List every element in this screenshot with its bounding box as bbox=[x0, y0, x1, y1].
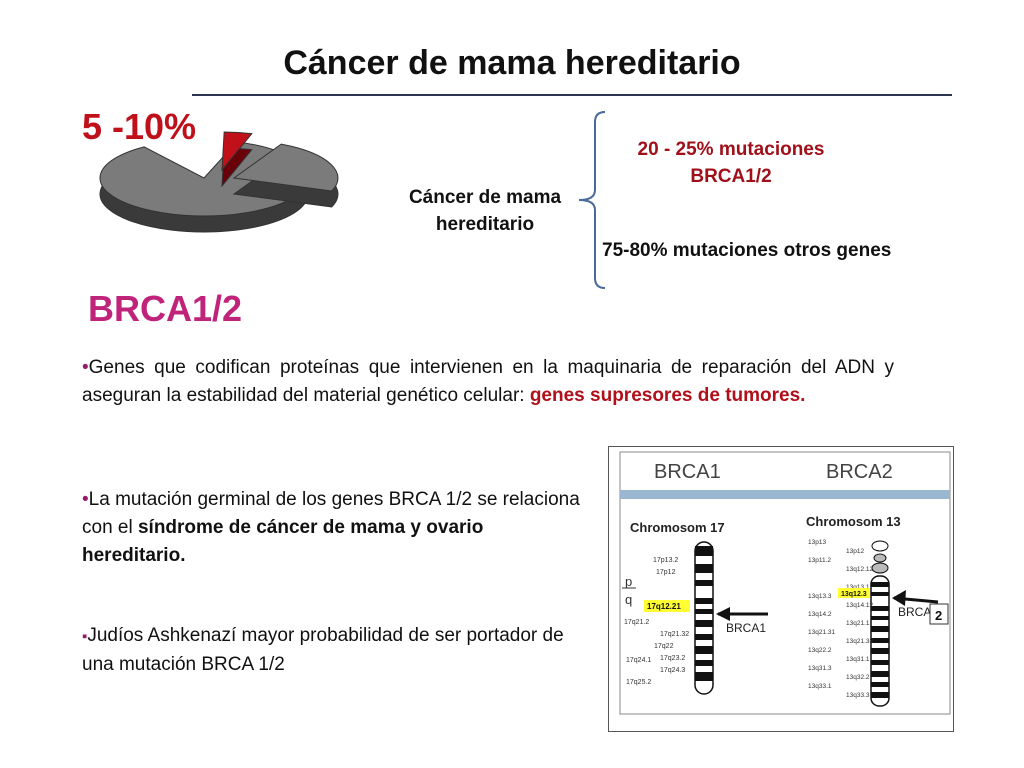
brca1-arrow-label: BRCA1 bbox=[726, 621, 766, 635]
band-17q24-1: 17q24.1 bbox=[626, 657, 651, 664]
header-band bbox=[620, 490, 950, 499]
band-label-13q14-2: 13q14.2 bbox=[808, 611, 832, 618]
band-17q24-3: 17q24.3 bbox=[660, 667, 685, 674]
brca2-arrow-suffix: 2 bbox=[935, 608, 942, 623]
paragraph-mutation-bold: síndrome de cáncer de mama y ovario here… bbox=[82, 517, 484, 566]
band-label-13q13-3: 13q13.3 bbox=[808, 593, 832, 600]
diagram-branch-other: 75-80% mutaciones otros genes bbox=[602, 240, 892, 261]
paragraph-genes-highlight: genes supresores de tumores. bbox=[529, 385, 806, 406]
paragraph-ashkenazi: ▪Judíos Ashkenazí mayor probabilidad de … bbox=[82, 622, 582, 679]
chromosome-17-label: Chromosom 17 bbox=[630, 520, 725, 535]
diagram-branch-brca: 20 - 25% mutaciones BRCA1/2 bbox=[637, 139, 825, 187]
band-label-13p11-2: 13p11.2 bbox=[808, 557, 831, 564]
brca2-column-title: BRCA2 bbox=[826, 461, 893, 483]
bullet-1: • bbox=[82, 357, 89, 378]
brca1-column-title: BRCA1 bbox=[654, 461, 721, 483]
band-label-13q13-1: 13q13.1 bbox=[846, 584, 870, 591]
band-label-13q33-3: 13q33.3 bbox=[846, 692, 870, 699]
band-17q25-2: 17q25.2 bbox=[626, 679, 651, 686]
band-label-13p12: 13p12 bbox=[846, 548, 864, 555]
band-label-13q21-33: 13q21.33 bbox=[846, 638, 873, 645]
pie-right-slice bbox=[232, 143, 339, 192]
brca2-arrow-label: BRCA bbox=[898, 605, 931, 619]
diagram-center-label: Cáncer de mama hereditario bbox=[408, 187, 562, 235]
bullet-3: ▪ bbox=[82, 628, 88, 645]
band-17q23-2: 17q23.2 bbox=[660, 655, 685, 662]
arm-p-label: p bbox=[625, 574, 632, 589]
band-17p13-2: 17p13.2 bbox=[653, 557, 678, 564]
band-17q12-21: 17q12.21 bbox=[647, 602, 681, 611]
pie-highlight-slice bbox=[221, 131, 253, 172]
band-label-13q14-12: 13q14.12 bbox=[846, 602, 873, 609]
band-13q12-3: 13q12.3 bbox=[841, 591, 867, 598]
title-divider bbox=[192, 94, 952, 96]
arm-q-label: q bbox=[625, 592, 632, 607]
chromosome-13 bbox=[870, 540, 890, 707]
band-label-13q31-1: 13q31.1 bbox=[846, 656, 870, 663]
chromosome-17 bbox=[694, 541, 714, 695]
paragraph-genes: •Genes que codifican proteínas que inter… bbox=[82, 354, 894, 410]
pie-percent-label: 5 -10% bbox=[82, 106, 197, 147]
highlight-17q12-21 bbox=[644, 600, 690, 612]
paragraph-mutation-text: La mutación germinal de los genes BRCA 1… bbox=[82, 489, 580, 538]
band-label-13q12-12: 13q12.12 bbox=[846, 566, 873, 573]
chromosome-13-band-labels: 13p13 13p12 13p11.2 13q12.12 13q13.1 13q13.3 1… bbox=[808, 539, 873, 699]
pie-chart bbox=[99, 131, 339, 233]
paragraph-genes-text: Genes que codifican proteínas que interv… bbox=[82, 357, 894, 406]
diagram-brace bbox=[578, 111, 606, 289]
band-label-13p13: 13p13 bbox=[808, 539, 826, 546]
chromosome-13-label: Chromosom 13 bbox=[806, 514, 901, 529]
brca-heading: BRCA1/2 bbox=[88, 288, 243, 329]
page-title: Cáncer de mama hereditario bbox=[283, 44, 741, 82]
band-17q21-2: 17q21.2 bbox=[624, 619, 649, 626]
band-label-13q33-1: 13q33.1 bbox=[808, 683, 832, 690]
chromosome-figure: BRCA1 BRCA2 Chromosom 17 Chromosom 13 17… bbox=[608, 446, 954, 732]
paragraph-mutation: •La mutación germinal de los genes BRCA … bbox=[82, 486, 582, 570]
band-17q21-32: 17q21.32 bbox=[660, 631, 689, 638]
brca1-arrow-icon bbox=[716, 607, 730, 621]
band-label-13q31-3: 13q31.3 bbox=[808, 665, 832, 672]
brca2-arrow-icon bbox=[892, 590, 906, 606]
paragraph-ashkenazi-text: Judíos Ashkenazí mayor probabilidad de s… bbox=[82, 625, 564, 675]
band-label-13q21-31: 13q21.31 bbox=[808, 629, 835, 636]
band-17p12: 17p12 bbox=[656, 569, 676, 576]
band-label-13q32-2: 13q32.2 bbox=[846, 674, 870, 681]
highlight-13q12-3 bbox=[838, 588, 870, 598]
band-label-13q21-1: 13q21.1 bbox=[846, 620, 870, 627]
band-label-13q22-2: 13q22.2 bbox=[808, 647, 832, 654]
band-17q22: 17q22 bbox=[654, 643, 674, 650]
bullet-2: • bbox=[82, 489, 89, 510]
